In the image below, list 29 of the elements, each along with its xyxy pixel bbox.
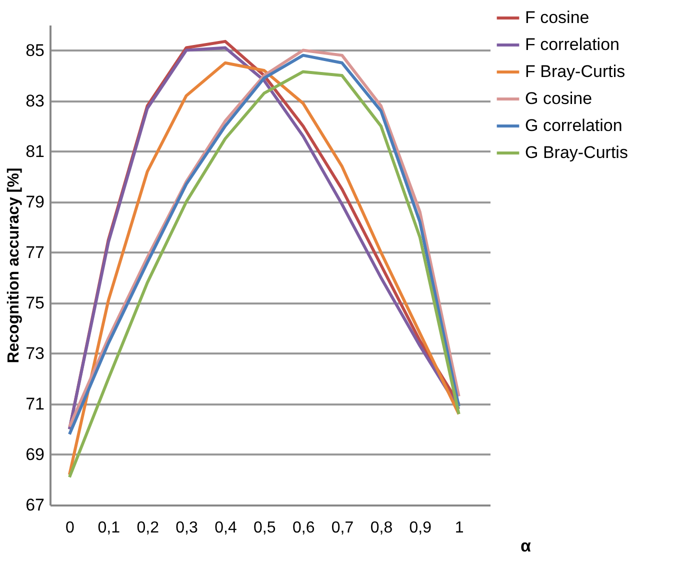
x-tick-label: 0,6 bbox=[292, 520, 315, 536]
y-tick-label: 85 bbox=[26, 40, 44, 60]
legend-label: G Bray-Curtis bbox=[525, 143, 628, 162]
y-tick-label: 81 bbox=[26, 142, 44, 161]
x-tick-label: 0,5 bbox=[254, 520, 276, 536]
legend-label: G cosine bbox=[525, 89, 592, 108]
y-tick-label: 75 bbox=[26, 293, 44, 312]
legend-label: F cosine bbox=[525, 8, 590, 27]
x-tick-label: 0,4 bbox=[214, 520, 237, 536]
x-tick-label: 0,8 bbox=[370, 520, 393, 536]
legend-label: F correlation bbox=[525, 35, 620, 54]
x-tick-label: 0 bbox=[66, 520, 75, 536]
y-tick-label: 67 bbox=[26, 496, 44, 514]
x-tick-label: 0,2 bbox=[136, 520, 160, 536]
y-axis-title: Recognition accuracy [%] bbox=[6, 168, 23, 364]
x-tick-label: 0,1 bbox=[98, 520, 120, 536]
x-tick-label: 0,9 bbox=[409, 520, 432, 536]
x-tick-label: 0,3 bbox=[176, 520, 198, 536]
y-tick-label: 77 bbox=[26, 242, 44, 262]
y-tick-label: 83 bbox=[26, 91, 44, 110]
y-tick-label: 79 bbox=[26, 192, 44, 212]
y-tick-label: 73 bbox=[26, 344, 44, 363]
y-tick-label: 71 bbox=[26, 394, 44, 414]
x-tick-label: 1 bbox=[454, 520, 464, 536]
legend-label: G correlation bbox=[525, 116, 622, 135]
x-tick-label: 0,7 bbox=[331, 520, 354, 536]
x-axis-title: α bbox=[520, 536, 532, 556]
y-tick-label: 69 bbox=[26, 444, 44, 464]
legend-label: F Bray-Curtis bbox=[525, 62, 626, 81]
